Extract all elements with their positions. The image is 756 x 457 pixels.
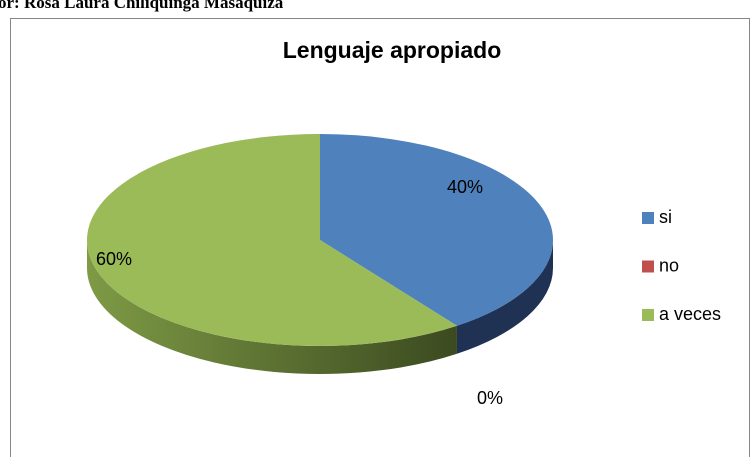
legend: si no a veces: [642, 207, 721, 324]
header-text: or: Rosa Laura Chiliquinga Masaquiza: [0, 0, 284, 12]
data-label: 40%: [447, 177, 483, 197]
pie-side: [87, 240, 457, 374]
chart-title: Lenguaje apropiado: [283, 37, 502, 63]
data-label: 60%: [96, 249, 132, 269]
legend-swatch: [642, 212, 654, 224]
pie-slice: [86, 134, 457, 346]
legend-label: a veces: [659, 304, 721, 324]
pie-side: [456, 240, 553, 354]
legend-label: no: [659, 255, 679, 275]
legend-swatch: [642, 260, 654, 273]
pie-slice: [320, 134, 554, 326]
data-label: 0%: [477, 388, 503, 408]
legend-label: si: [659, 207, 672, 227]
legend-swatch: [642, 309, 654, 321]
pie: 40% 0% 60%: [86, 134, 554, 408]
